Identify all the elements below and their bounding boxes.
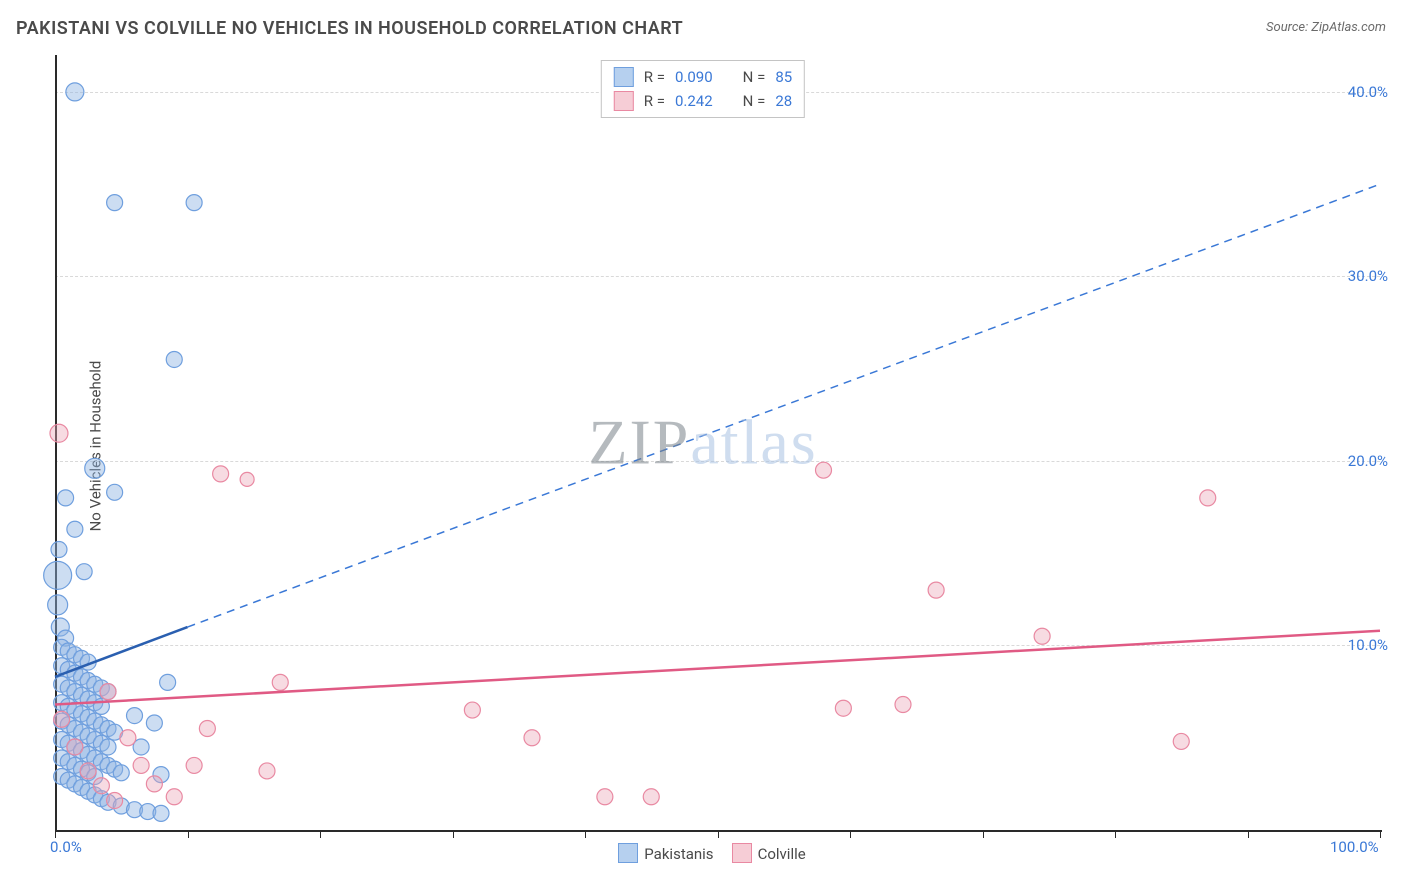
legend-swatch (732, 843, 752, 863)
stat-r-value: 0.090 (675, 65, 713, 89)
chart-title: PAKISTANI VS COLVILLE NO VEHICLES IN HOU… (16, 18, 683, 39)
x-tick (188, 830, 189, 838)
x-tick (1380, 830, 1381, 838)
stat-r-label: R = (644, 65, 665, 89)
legend-swatch (618, 843, 638, 863)
chart-source: Source: ZipAtlas.com (1266, 20, 1386, 35)
legend-swatch (614, 91, 634, 111)
stat-n-value: 85 (775, 65, 792, 89)
stat-n-value: 28 (775, 89, 792, 113)
y-tick-label: 40.0% (1348, 83, 1388, 101)
x-tick (55, 830, 56, 838)
x-tick (1115, 830, 1116, 838)
legend-swatch (614, 67, 634, 87)
legend-label: Colville (758, 845, 806, 863)
x-tick (983, 830, 984, 838)
stat-n-label: N = (743, 65, 766, 89)
y-tick-label: 30.0% (1348, 267, 1388, 285)
stat-row: R = 0.090 N = 85 (614, 65, 792, 89)
chart-container: { "title":"PAKISTANI VS COLVILLE NO VEHI… (0, 0, 1406, 892)
legend-label: Pakistanis (644, 845, 713, 863)
x-tick (718, 830, 719, 838)
x-tick (1248, 830, 1249, 838)
stats-legend-box: R = 0.090 N = 85 R = 0.242 N = 28 (601, 60, 805, 118)
stat-row: R = 0.242 N = 28 (614, 89, 792, 113)
plot-area (55, 55, 1382, 832)
stat-n-label: N = (743, 89, 766, 113)
y-tick-label: 10.0% (1348, 636, 1388, 654)
footer-legend: Pakistanis Colville (0, 843, 1406, 863)
x-tick (320, 830, 321, 838)
x-tick (453, 830, 454, 838)
stat-r-value: 0.242 (675, 89, 713, 113)
y-tick-label: 20.0% (1348, 452, 1388, 470)
x-tick (850, 830, 851, 838)
x-tick (585, 830, 586, 838)
stat-r-label: R = (644, 89, 665, 113)
